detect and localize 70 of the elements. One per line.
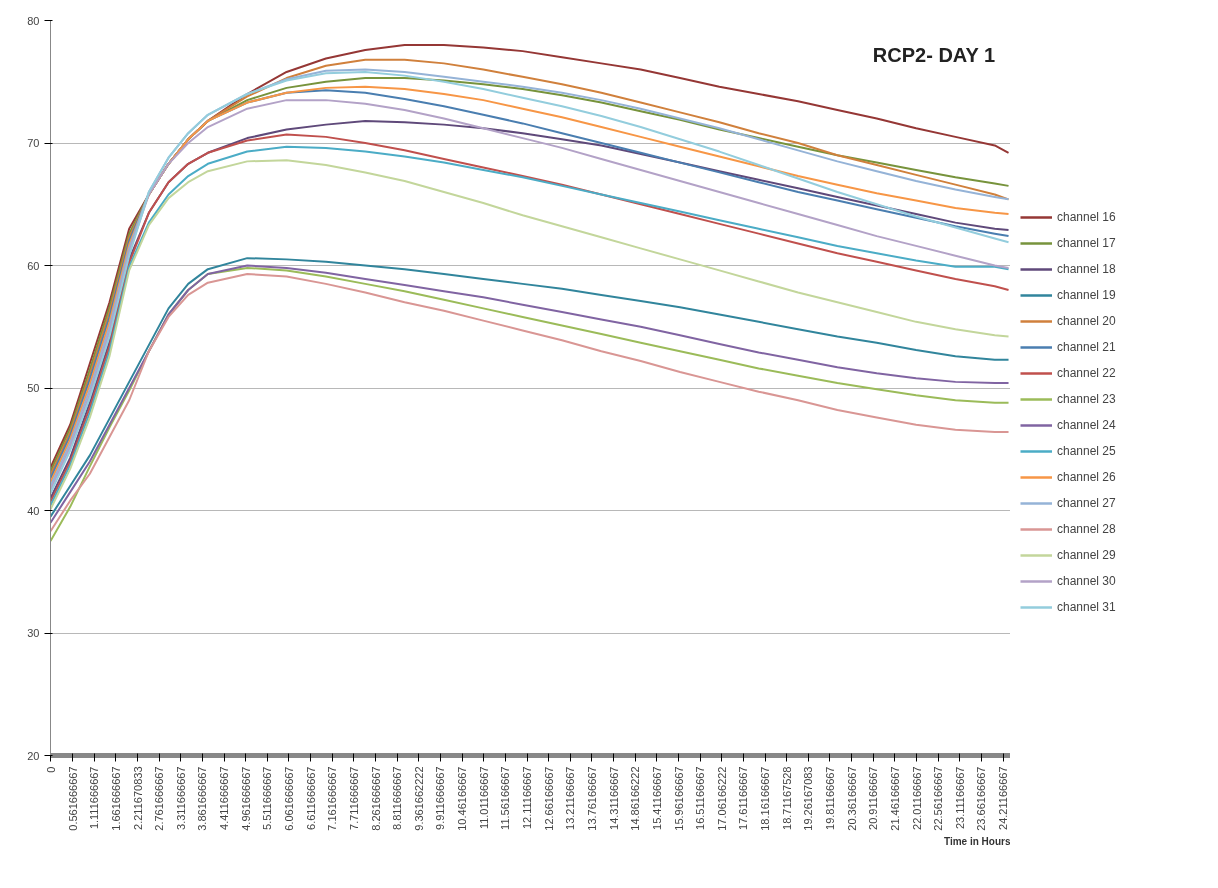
y-tick-label: 50 bbox=[27, 382, 40, 394]
legend-label: channel 24 bbox=[1057, 418, 1116, 432]
x-tick-label: 18.16166667 bbox=[759, 766, 772, 831]
x-tick-label: 10.46166667 bbox=[456, 766, 469, 831]
x-tick-label: 14.86166222 bbox=[629, 766, 642, 831]
legend-label: channel 21 bbox=[1057, 340, 1116, 354]
y-tick-label: 60 bbox=[27, 259, 40, 272]
x-tick-label: 23.66166667 bbox=[975, 766, 988, 831]
y-tick-label: 70 bbox=[27, 137, 40, 149]
y-tick-label: 20 bbox=[27, 749, 40, 762]
x-tick-label: 23.11166667 bbox=[953, 766, 966, 830]
legend-label: channel 22 bbox=[1057, 366, 1116, 380]
x-tick-label: 14.31166667 bbox=[607, 766, 620, 830]
x-tick-label: 9.361662222 bbox=[412, 766, 425, 831]
x-tick-label: 8.811666667 bbox=[391, 766, 404, 830]
x-tick-label: 4.411666667 bbox=[218, 766, 231, 830]
x-tick-label: 0.561666667 bbox=[66, 766, 79, 831]
x-tick-label: 9.911666667 bbox=[434, 766, 447, 830]
x-tick-label: 20.91166667 bbox=[867, 766, 880, 830]
x-tick-label: 6.061666667 bbox=[282, 766, 295, 831]
x-tick-label: 7.161666667 bbox=[326, 766, 339, 831]
text: RCP2- DAY 1 bbox=[872, 43, 996, 66]
x-tick-label: 0 bbox=[44, 766, 57, 773]
x-tick-label: 4.961666667 bbox=[239, 766, 252, 831]
x-tick-label: 24.21166667 bbox=[997, 766, 1010, 830]
x-tick-label: 17.61166667 bbox=[737, 766, 750, 830]
x-tick-label: 16.51166667 bbox=[694, 766, 707, 830]
x-tick-label: 8.261666667 bbox=[369, 766, 382, 831]
x-tick-label: 5.511666667 bbox=[261, 766, 274, 830]
legend-label: channel 19 bbox=[1057, 288, 1116, 302]
x-tick-label: 17.06166222 bbox=[715, 766, 728, 831]
x-tick-label: 11.56166667 bbox=[499, 766, 512, 830]
x-tick-label: 22.56166667 bbox=[932, 766, 945, 831]
legend-label: channel 18 bbox=[1057, 262, 1116, 276]
x-axis-title: Time in Hours bbox=[944, 835, 1011, 847]
y-tick-label: 80 bbox=[27, 14, 40, 27]
x-tick-label: 2.761666667 bbox=[153, 766, 166, 831]
legend-label: channel 25 bbox=[1057, 444, 1116, 458]
legend-label: channel 30 bbox=[1057, 574, 1116, 588]
x-tick-label: 13.76166667 bbox=[585, 766, 598, 831]
legend-label: channel 23 bbox=[1057, 392, 1116, 406]
legend-label: channel 31 bbox=[1057, 600, 1116, 614]
legend-label: channel 27 bbox=[1057, 496, 1116, 510]
x-tick-label: 13.21166667 bbox=[564, 766, 577, 830]
x-tick-label: 21.46166667 bbox=[888, 766, 901, 831]
x-tick-label: 22.01166667 bbox=[910, 766, 923, 830]
x-tick-label: 6.611666667 bbox=[304, 766, 317, 830]
legend-label: channel 20 bbox=[1057, 314, 1116, 328]
x-tick-label: 7.711666667 bbox=[347, 766, 360, 830]
x-tick-label: 20.36166667 bbox=[845, 766, 858, 831]
y-tick-label: 40 bbox=[27, 504, 40, 517]
x-tick-label: 15.96166667 bbox=[672, 766, 685, 831]
x-tick-label: 12.66166667 bbox=[542, 766, 555, 831]
x-tick-label: 2.211670833 bbox=[131, 766, 144, 830]
legend-label: channel 16 bbox=[1057, 210, 1116, 224]
x-tick-label: 3.861666667 bbox=[196, 766, 209, 831]
legend-label: channel 29 bbox=[1057, 548, 1116, 562]
x-tick-label: 12.11166667 bbox=[521, 766, 534, 830]
y-tick-label: 30 bbox=[27, 627, 40, 639]
x-tick-label: 3.311666667 bbox=[174, 766, 187, 830]
x-tick-label: 15.41166667 bbox=[650, 766, 663, 830]
x-tick-label: 1.111666667 bbox=[88, 766, 101, 830]
legend-label: channel 17 bbox=[1057, 236, 1116, 250]
x-tick-label: 18.71167528 bbox=[780, 766, 793, 830]
x-tick-label: 1.661666667 bbox=[109, 766, 122, 831]
x-tick-label: 19.81166667 bbox=[823, 766, 836, 830]
legend-label: channel 28 bbox=[1057, 522, 1116, 536]
x-tick-label: 11.01166667 bbox=[477, 766, 490, 830]
x-tick-label: 19.26167083 bbox=[802, 766, 815, 831]
legend-label: channel 26 bbox=[1057, 470, 1116, 484]
